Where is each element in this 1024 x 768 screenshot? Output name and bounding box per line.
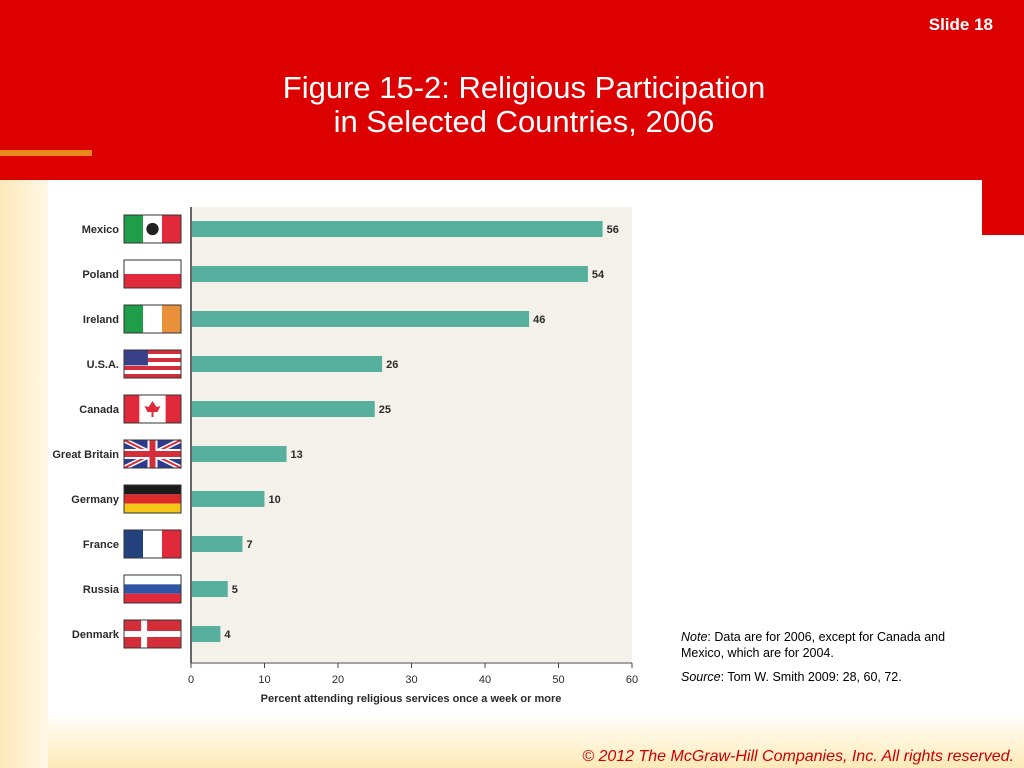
bars-layer	[191, 221, 603, 642]
country-label: Denmark	[72, 629, 120, 641]
country-label: France	[83, 539, 119, 551]
footer-bar: © 2012 The McGraw-Hill Companies, Inc. A…	[48, 712, 1024, 768]
country-label: Ireland	[83, 314, 119, 326]
data-label: 7	[246, 539, 252, 551]
data-label: 4	[224, 629, 231, 641]
france-flag-icon	[123, 529, 182, 559]
slide-number: Slide 18	[928, 15, 993, 34]
country-label: Great Britain	[52, 449, 119, 461]
source-text: Source: Tom W. Smith 2009: 28, 60, 72.	[681, 669, 971, 685]
usa-flag-icon	[123, 349, 182, 379]
flags-layer	[122, 214, 183, 649]
note-block: Note: Data are for 2006, except for Cana…	[681, 629, 971, 693]
data-label: 26	[386, 359, 398, 371]
bar	[191, 536, 243, 552]
country-label: Mexico	[82, 224, 120, 236]
data-label: 54	[592, 269, 605, 281]
x-axis-title: Percent attending religious services onc…	[261, 693, 562, 705]
accent-bar	[0, 150, 92, 156]
copyright-notice: © 2012 The McGraw-Hill Companies, Inc. A…	[582, 748, 1014, 765]
data-label: 25	[379, 404, 391, 416]
poland-flag-icon	[123, 259, 182, 289]
ireland-flag-icon	[123, 304, 182, 334]
data-label: 10	[269, 494, 281, 506]
chart-background	[190, 207, 632, 662]
bar	[191, 401, 375, 417]
data-label: 13	[291, 449, 303, 461]
x-tick-label: 30	[405, 674, 417, 686]
mexico-flag-icon	[123, 214, 182, 244]
russia-flag-icon	[123, 574, 182, 604]
x-tick-label: 60	[626, 674, 638, 686]
x-axis: 0 10 20 30 40 50 60	[188, 207, 638, 686]
note-label: Note	[681, 630, 708, 644]
country-label: Germany	[71, 494, 120, 506]
source-label: Source	[681, 670, 721, 684]
slide-title-line-1: Figure 15-2: Religious Participation	[282, 70, 766, 105]
bar	[191, 491, 265, 507]
data-label: 56	[607, 224, 619, 236]
data-label: 5	[232, 584, 238, 596]
bar	[191, 446, 287, 462]
slide-title: Figure 15-2: Religious Participation in …	[140, 71, 908, 139]
bar	[191, 356, 383, 372]
country-label: Poland	[82, 269, 119, 281]
x-tick-label: 50	[552, 674, 564, 686]
germany-flag-icon	[123, 484, 182, 514]
slide-header: Slide 18 Figure 15-2: Religious Particip…	[0, 0, 1024, 180]
country-label: Canada	[79, 404, 120, 416]
bar	[191, 311, 530, 327]
x-tick-label: 0	[188, 674, 194, 686]
x-tick-label: 20	[332, 674, 344, 686]
note-text: Note: Data are for 2006, except for Cana…	[681, 629, 971, 661]
x-tick-label: 40	[479, 674, 491, 686]
denmark-flag-icon	[123, 619, 182, 649]
country-label: U.S.A.	[87, 359, 119, 371]
header-side-strip	[982, 180, 1024, 235]
note-body: : Data are for 2006, except for Canada a…	[681, 630, 946, 660]
country-label: Russia	[83, 584, 120, 596]
bar	[191, 626, 221, 642]
data-label: 46	[533, 314, 545, 326]
bar	[191, 581, 228, 597]
great-britain-flag-icon	[122, 437, 183, 471]
x-tick-label: 10	[258, 674, 270, 686]
slide-title-line-2: in Selected Countries, 2006	[333, 104, 715, 139]
bar	[191, 221, 603, 237]
source-body: : Tom W. Smith 2009: 28, 60, 72.	[720, 670, 902, 684]
bar	[191, 266, 588, 282]
canada-flag-icon	[123, 394, 182, 424]
